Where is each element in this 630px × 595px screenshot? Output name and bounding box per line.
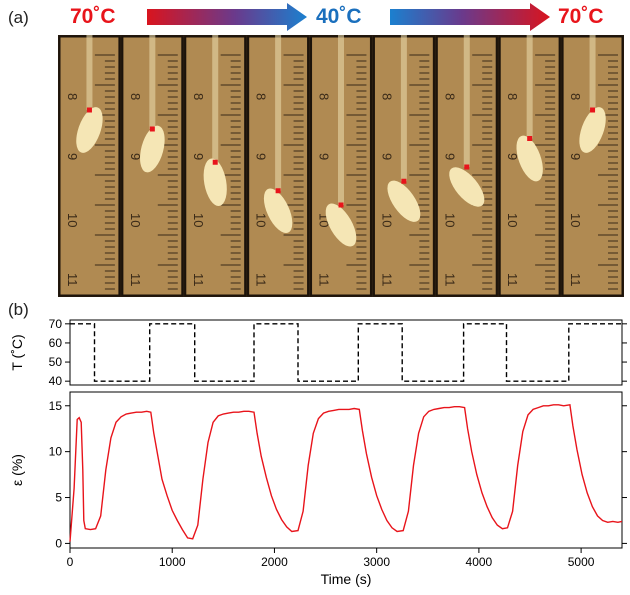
ruler-number: 11 xyxy=(254,273,269,287)
marker-dot xyxy=(401,178,407,184)
strain-plot-frame xyxy=(69,391,623,549)
ruler-number: 8 xyxy=(379,93,394,100)
marker-dot xyxy=(464,164,470,170)
ruler-number: 11 xyxy=(379,273,394,287)
ruler-number: 11 xyxy=(505,273,520,287)
temperature-ytick-label: 60 xyxy=(49,336,63,350)
temperature-plot-frame xyxy=(69,319,623,386)
strain-ytick-label: 0 xyxy=(55,536,62,550)
temperature-ytick-label: 70 xyxy=(49,317,63,331)
temperature-series-line xyxy=(70,323,622,382)
marker-dot xyxy=(590,107,596,113)
specimen xyxy=(516,135,543,182)
ruler-number: 10 xyxy=(65,213,80,227)
ruler-number: 8 xyxy=(254,93,269,100)
strain-ytick-label: 15 xyxy=(49,399,63,413)
ruler-number: 9 xyxy=(379,153,394,160)
ruler-number: 11 xyxy=(317,273,332,287)
specimen xyxy=(579,107,606,153)
ruler-number: 11 xyxy=(65,273,80,287)
ruler-number: 9 xyxy=(191,153,206,160)
ruler-number: 10 xyxy=(254,213,269,227)
arrow-heating xyxy=(390,3,550,31)
photo-frame: 8 9 10 11 xyxy=(498,35,561,297)
strain-xtick-label: 4000 xyxy=(466,555,493,569)
temperature-ytick-label: 40 xyxy=(49,374,63,388)
photo-frame: 8 9 10 11 xyxy=(372,35,435,297)
ruler-number: 10 xyxy=(505,213,520,227)
ruler-number: 9 xyxy=(568,153,583,160)
ruler-number: 11 xyxy=(128,273,143,287)
temperature-ylabel: T (˚C) xyxy=(9,334,25,370)
ruler-number: 11 xyxy=(442,273,457,287)
ruler-number: 8 xyxy=(128,93,143,100)
photo-frame: 8 9 10 11 xyxy=(435,35,498,297)
ruler-number: 9 xyxy=(442,153,457,160)
marker-dot xyxy=(275,188,281,194)
photo-strip: 8 9 10 11 8 9 10 11 8 9 10 11 8 9 10 11 8 9 10 11 8 9 10 11 8 9 10… xyxy=(58,35,624,297)
ruler-number: 11 xyxy=(568,273,583,287)
panel-a-label: (a) xyxy=(8,8,29,27)
ruler-number: 8 xyxy=(65,93,80,100)
photo-frame: 8 9 10 11 xyxy=(58,35,121,297)
specimen xyxy=(76,107,103,153)
marker-dot xyxy=(338,202,344,208)
strain-xtick-label: 5000 xyxy=(568,555,595,569)
ruler-number: 8 xyxy=(442,93,457,100)
strain-xtick-label: 0 xyxy=(67,555,74,569)
ruler-number: 10 xyxy=(128,213,143,227)
photo-frame: 8 9 10 11 xyxy=(184,35,247,297)
temperature-arrows xyxy=(147,3,550,31)
ruler-number: 10 xyxy=(568,213,583,227)
ruler-number: 9 xyxy=(317,153,332,160)
ruler-number: 10 xyxy=(442,213,457,227)
specimen xyxy=(387,180,421,222)
ruler-number: 8 xyxy=(317,93,332,100)
specimen xyxy=(203,158,227,206)
ruler-number: 11 xyxy=(191,273,206,287)
ruler-number: 10 xyxy=(379,213,394,227)
specimen xyxy=(140,125,165,173)
ruler-number: 9 xyxy=(254,153,269,160)
strain-ytick-label: 10 xyxy=(49,445,63,459)
ruler-number: 10 xyxy=(191,213,206,227)
strain-ylabel: ε (%) xyxy=(9,454,25,486)
ruler-number: 9 xyxy=(505,153,520,160)
photo-frame: 8 9 10 11 xyxy=(121,35,184,297)
temp-label-end: 70˚C xyxy=(558,5,604,28)
strain-xlabel: Time (s) xyxy=(321,571,372,587)
arrow-cooling xyxy=(147,3,307,31)
ruler-number: 8 xyxy=(191,93,206,100)
photo-frame: 8 9 10 11 xyxy=(247,35,310,297)
photo-frames: 8 9 10 11 8 9 10 11 8 9 10 11 8 9 10 11 8 9 10 11 8 9 10 11 8 9 10… xyxy=(58,35,624,297)
photo-frame: 8 9 10 11 xyxy=(561,35,624,297)
strain-xtick-label: 2000 xyxy=(261,555,288,569)
marker-dot xyxy=(86,107,92,113)
marker-dot xyxy=(212,159,218,165)
panel-b-label: (b) xyxy=(8,300,29,319)
temp-label-start: 70˚C xyxy=(70,5,116,28)
specimen xyxy=(263,188,293,233)
strain-xtick-label: 1000 xyxy=(159,555,186,569)
temperature-ytick-label: 50 xyxy=(49,355,63,369)
strain-ytick-label: 5 xyxy=(55,491,62,505)
ruler-number: 9 xyxy=(128,153,143,160)
marker-dot xyxy=(149,126,155,132)
strain-series-line xyxy=(69,403,623,542)
strain-xtick-label: 3000 xyxy=(363,555,390,569)
specimen xyxy=(325,203,357,247)
ruler-number: 8 xyxy=(568,93,583,100)
marker-dot xyxy=(527,136,533,141)
temp-label-middle: 40˚C xyxy=(316,5,362,28)
ruler-number: 8 xyxy=(505,93,520,100)
specimen xyxy=(449,167,485,207)
ruler-number: 9 xyxy=(65,153,80,160)
